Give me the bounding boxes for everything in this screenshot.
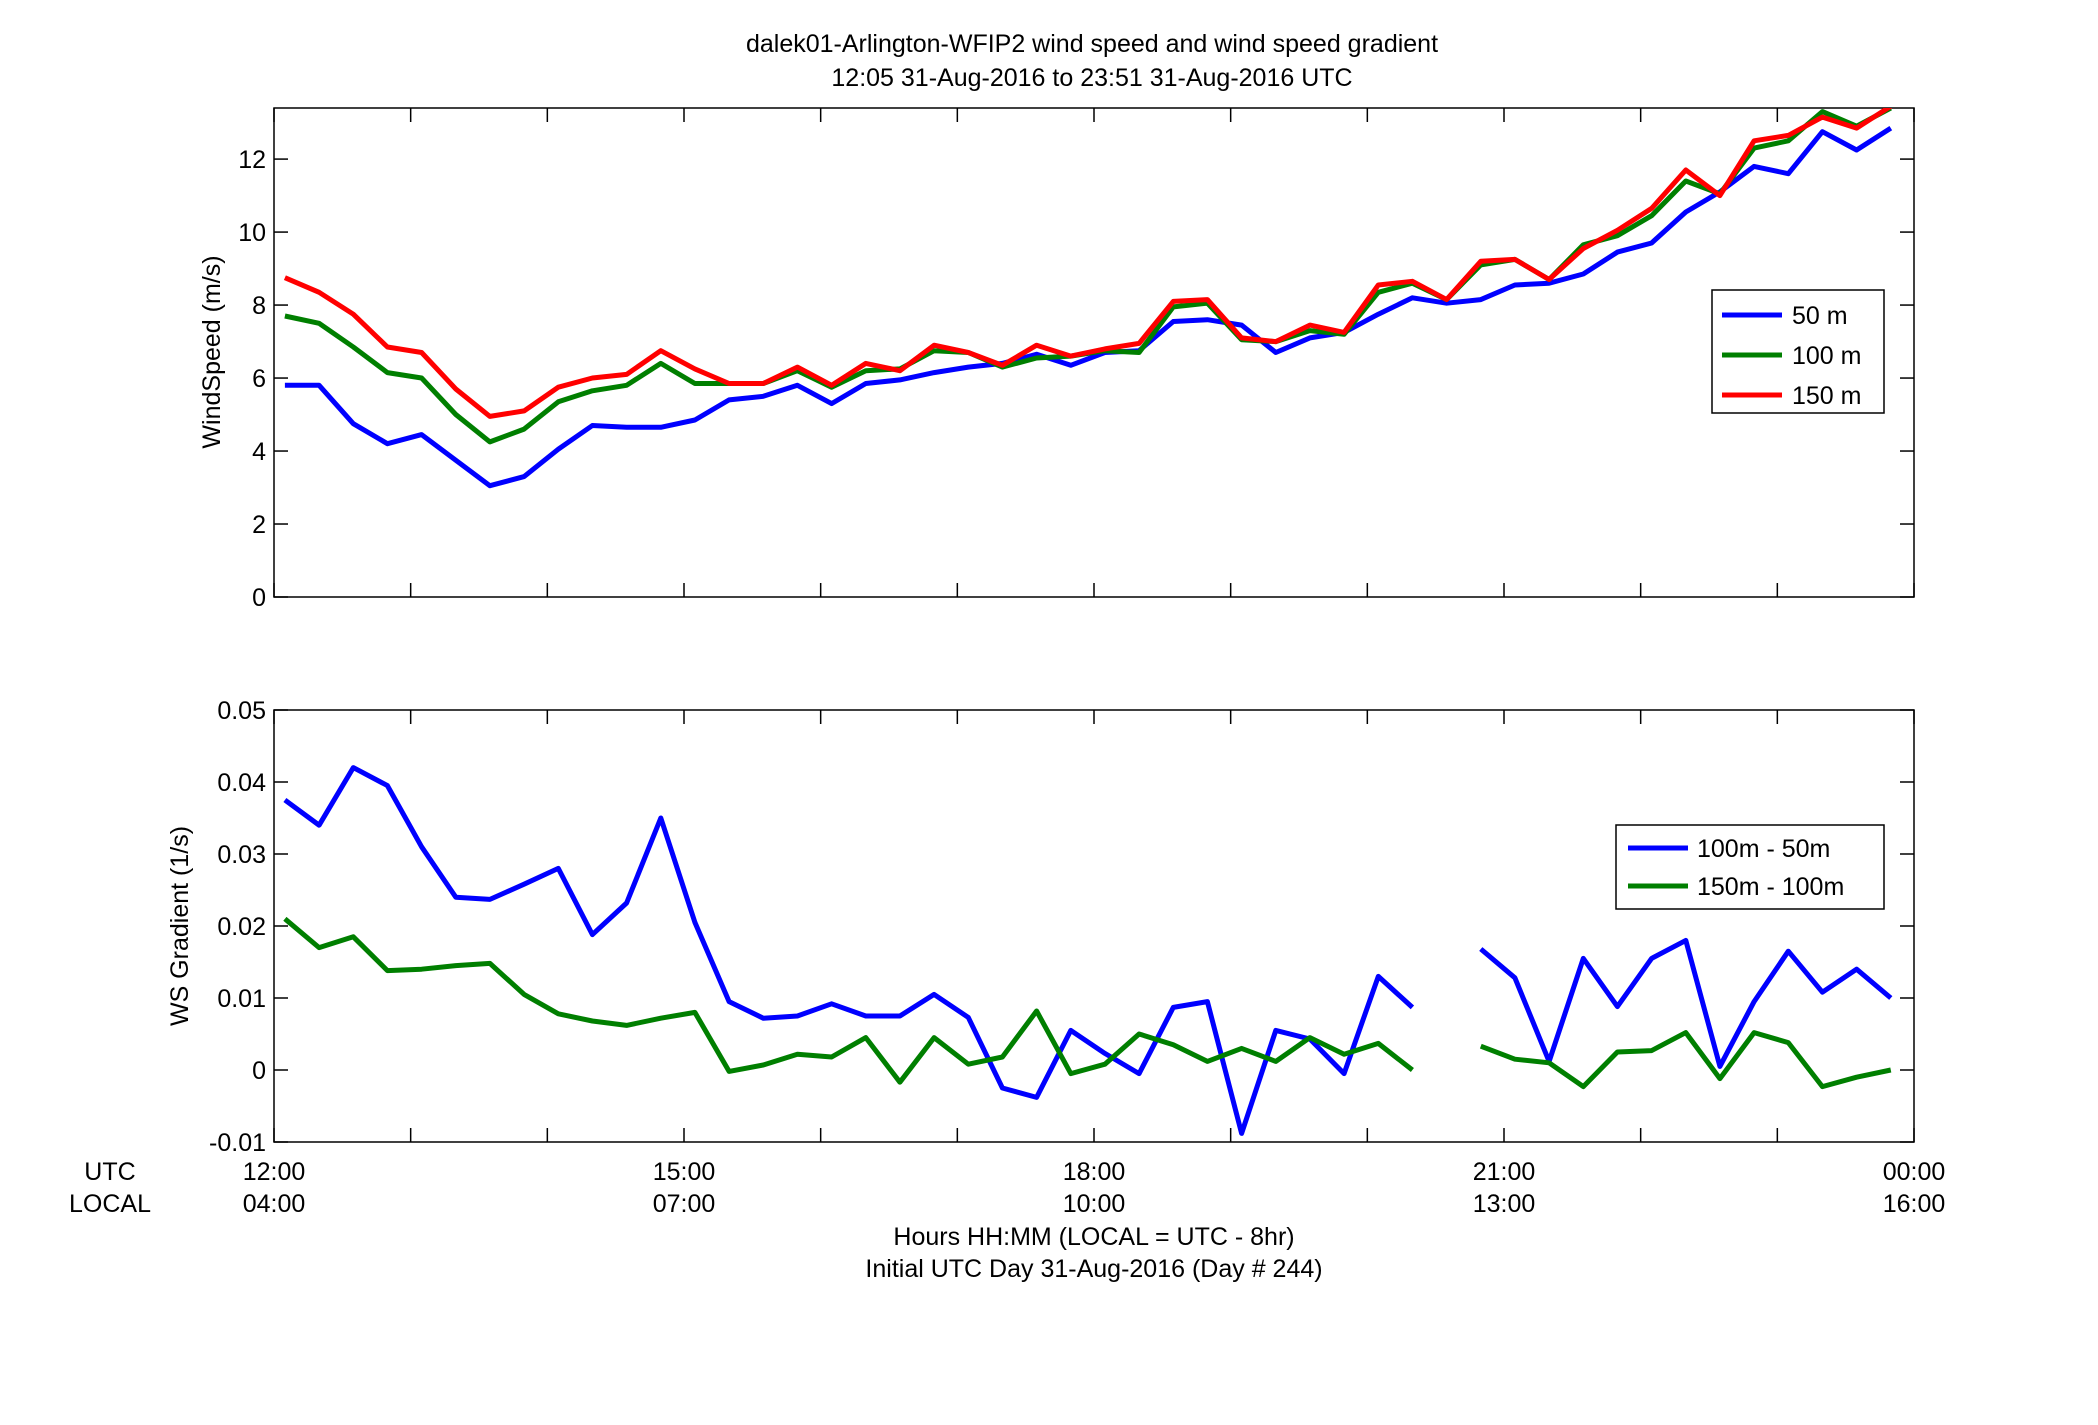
grad-ytick-label: 0.03 <box>217 841 266 869</box>
row-label-local: LOCAL <box>69 1190 151 1218</box>
grad-ytick-label: 0 <box>252 1057 266 1085</box>
ws-ytick-label: 6 <box>252 365 266 393</box>
ws-ytick-label: 10 <box>238 219 266 247</box>
xtick-label-local: 16:00 <box>1883 1190 1946 1218</box>
windspeed-ylabel: WindSpeed (m/s) <box>198 255 226 448</box>
xtick-label-utc: 15:00 <box>653 1158 716 1186</box>
series-line-ws-150-m <box>283 108 1893 419</box>
gradient-panel: -0.01 0 0.01 0.02 0.03 0.04 0.05 12:00 04:00 15:0… <box>69 697 1945 1283</box>
windspeed-panel: 0 2 4 6 8 10 12 WindSpeed (m/s) 50 m 100 m 150… <box>198 107 1915 612</box>
xtick-label-utc: 18:00 <box>1063 1158 1126 1186</box>
chart-title-line2: 12:05 31-Aug-2016 to 23:51 31-Aug-2016 U… <box>831 64 1352 92</box>
ws-ytick-label: 4 <box>252 438 266 466</box>
grad-ytick-label: -0.01 <box>209 1129 266 1157</box>
x-axis-label-line1: Hours HH:MM (LOCAL = UTC - 8hr) <box>893 1223 1294 1251</box>
xtick-label-local: 10:00 <box>1063 1190 1126 1218</box>
series-line-grad-150m-100m <box>283 916 1414 1085</box>
xtick-label-local: 04:00 <box>243 1190 306 1218</box>
gradient-axes-box <box>273 709 1915 1143</box>
x-axis-label-line2: Initial UTC Day 31-Aug-2016 (Day # 244) <box>865 1255 1322 1283</box>
row-label-utc: UTC <box>84 1158 135 1186</box>
xtick-label-local: 07:00 <box>653 1190 716 1218</box>
series-line-grad-150m-100m <box>1479 1030 1892 1090</box>
xtick-label-utc: 21:00 <box>1473 1158 1536 1186</box>
xtick-label-local: 13:00 <box>1473 1190 1536 1218</box>
chart-title-line1: dalek01-Arlington-WFIP2 wind speed and w… <box>746 30 1438 58</box>
xtick-label-utc: 00:00 <box>1883 1158 1946 1186</box>
series-line-ws-50-m <box>284 125 1893 489</box>
grad-ytick-label: 0.01 <box>217 985 266 1013</box>
gradient-legend: 100m - 50m 150m - 100m <box>1615 824 1885 910</box>
ws-ytick-label: 2 <box>252 511 266 539</box>
ws-ytick-label: 0 <box>252 584 266 612</box>
gradient-ylabel: WS Gradient (1/s) <box>166 826 194 1026</box>
gradient-legend-box <box>1615 824 1885 910</box>
series-line-grad-100m-50m <box>283 765 1415 1136</box>
windspeed-legend: 50 m 100 m 150 m <box>1711 289 1885 414</box>
legend-label-150m: 150 m <box>1792 382 1861 410</box>
ws-ytick-label: 12 <box>238 146 266 174</box>
grad-ytick-label: 0.04 <box>217 769 266 797</box>
legend-label-50m: 50 m <box>1792 302 1848 330</box>
legend-label-100m-50m: 100m - 50m <box>1697 835 1830 863</box>
grad-ytick-label: 0.05 <box>217 697 266 725</box>
legend-label-100m: 100 m <box>1792 342 1861 370</box>
grad-ytick-label: 0.02 <box>217 913 266 941</box>
xtick-label-utc: 12:00 <box>243 1158 306 1186</box>
ws-ytick-label: 8 <box>252 292 266 320</box>
legend-label-150m-100m: 150m - 100m <box>1697 873 1844 901</box>
